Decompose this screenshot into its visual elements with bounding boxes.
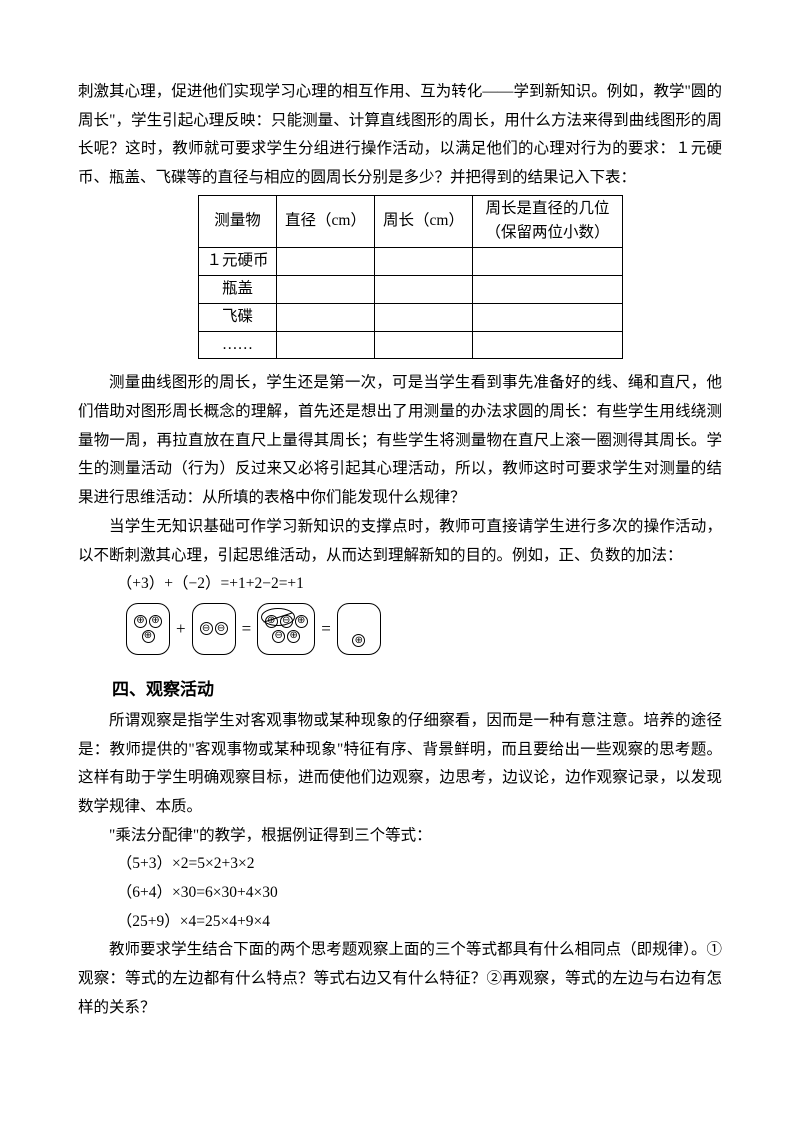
equation-3: （25+9）×4=25×4+9×4 [78, 908, 722, 937]
token-box-left: ⊕ ⊕ ⊕ [126, 603, 170, 655]
plus-token: ⊕ [295, 615, 308, 628]
table-row: …… [199, 331, 623, 359]
equals-operator: = [319, 619, 333, 639]
table-row: １元硬币 [199, 248, 623, 276]
token-diagram: ⊕ ⊕ ⊕ + ⊖ ⊖ = ⊕ ⊖ ⊕ ⊖ ⊕ = ⊕ [126, 603, 722, 655]
minus-token: ⊖ [215, 622, 228, 635]
equation-2: （6+4）×30=6×30+4×30 [78, 879, 722, 908]
header-object: 测量物 [199, 195, 277, 248]
header-diameter: 直径（cm） [277, 195, 375, 248]
minus-token: ⊖ [200, 622, 213, 635]
header-circumference: 周长（cm） [375, 195, 473, 248]
plus-operator: + [174, 619, 188, 639]
cell-cap: 瓶盖 [199, 276, 277, 304]
paragraph-2: 测量曲线图形的周长，学生还是第一次，可是当学生看到事先准备好的线、绳和直尺，他们… [78, 369, 722, 512]
plus-token: ⊕ [149, 615, 162, 628]
token-box-combined: ⊕ ⊖ ⊕ ⊖ ⊕ [257, 603, 315, 655]
equation-sum: （+3）+（−2）=+1+2−2=+1 [78, 570, 722, 599]
paragraph-1: 刺激其心理，促进他们实现学习心理的相互作用、互为转化——学到新知识。例如，教学"… [78, 78, 722, 193]
cell-frisbee: 飞碟 [199, 303, 277, 331]
paragraph-6: 教师要求学生结合下面的两个思考题观察上面的三个等式都具有什么相同点（即规律）。①… [78, 936, 722, 1022]
header-ratio: 周长是直径的几位（保留两位小数） [473, 195, 623, 248]
token-box-right: ⊖ ⊖ [192, 603, 236, 655]
plus-token: ⊕ [352, 634, 365, 647]
token-box-result: ⊕ [337, 603, 381, 655]
cell-coin: １元硬币 [199, 248, 277, 276]
equation-1: （5+3）×2=5×2+3×2 [78, 850, 722, 879]
paragraph-5: "乘法分配律"的教学，根据例证得到三个等式： [78, 822, 722, 851]
table-row: 瓶盖 [199, 276, 623, 304]
minus-token: ⊖ [272, 630, 285, 643]
plus-token: ⊕ [142, 630, 155, 643]
equals-operator: = [240, 619, 254, 639]
paragraph-4: 所谓观察是指学生对客观事物或某种现象的仔细察看，因而是一种有意注意。培养的途径是… [78, 707, 722, 822]
paragraph-3: 当学生无知识基础可作学习新知识的支撑点时，教师可直接请学生进行多次的操作活动，以… [78, 513, 722, 570]
cell-ellipsis: …… [199, 331, 277, 359]
table-header-row: 测量物 直径（cm） 周长（cm） 周长是直径的几位（保留两位小数） [199, 195, 623, 248]
table-row: 飞碟 [199, 303, 623, 331]
heading-section-4: 四、观察活动 [78, 673, 722, 707]
plus-token: ⊕ [134, 615, 147, 628]
plus-token: ⊕ [287, 630, 300, 643]
measurement-table: 测量物 直径（cm） 周长（cm） 周长是直径的几位（保留两位小数） １元硬币 … [198, 195, 623, 360]
